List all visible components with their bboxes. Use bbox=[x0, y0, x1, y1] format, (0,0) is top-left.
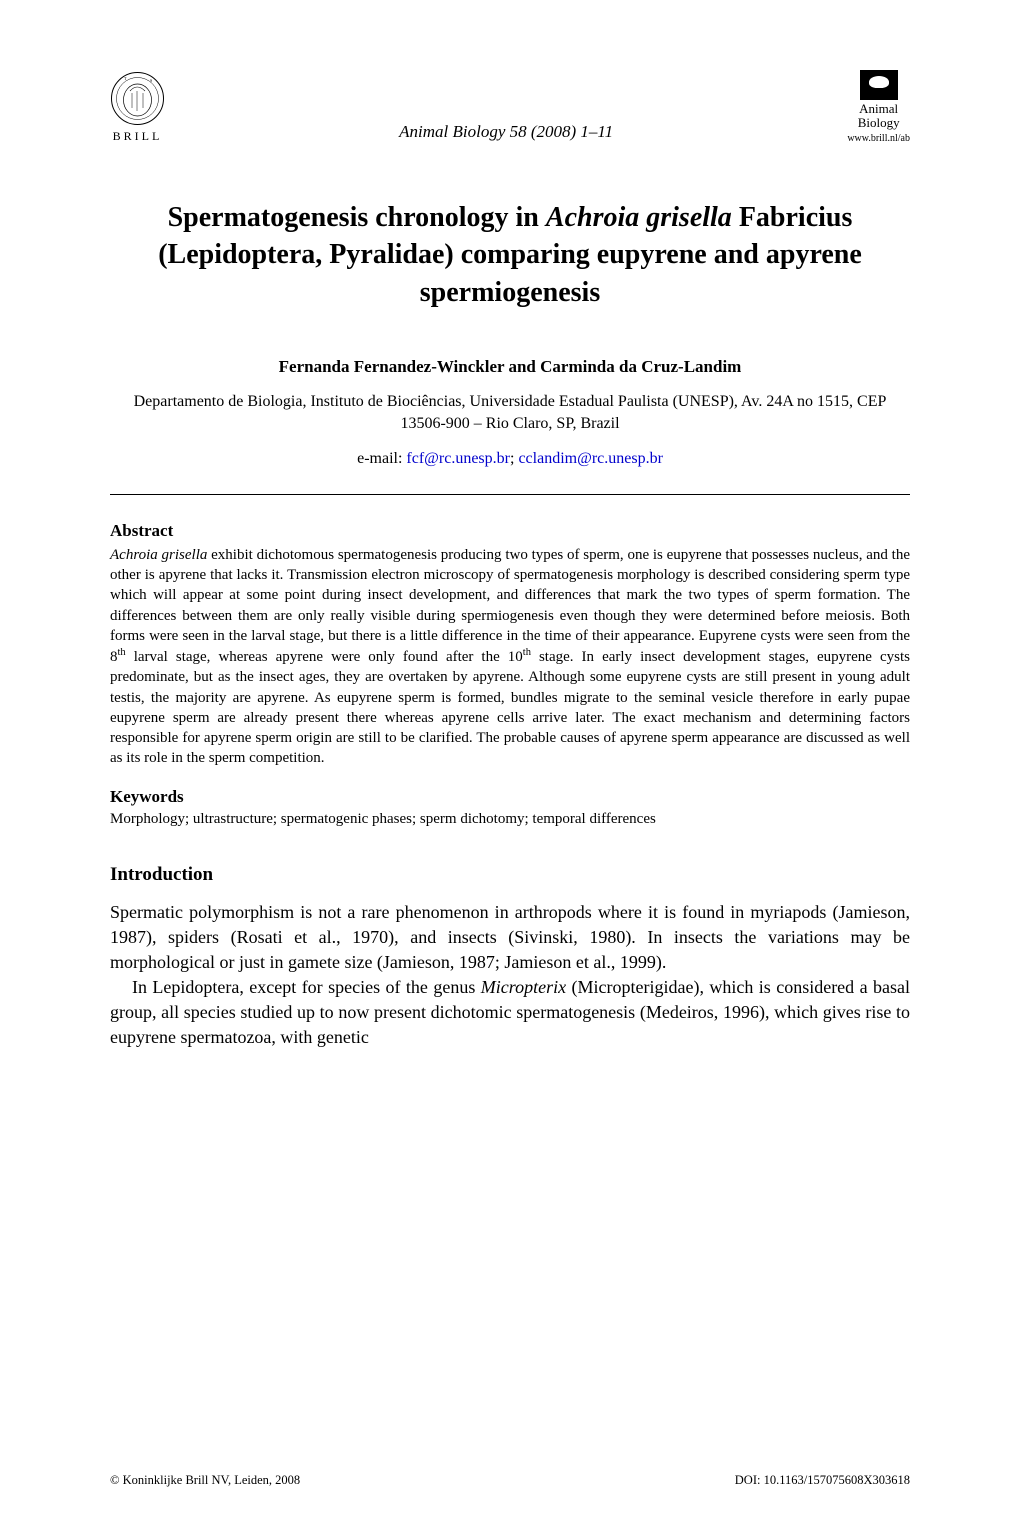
journal-citation: Animal Biology 58 (2008) 1–11 bbox=[165, 122, 847, 144]
brill-logo: T S BRILL bbox=[110, 71, 165, 144]
doi-text: DOI: 10.1163/157075608X303618 bbox=[735, 1473, 910, 1488]
animal-biology-label: Animal Biology bbox=[858, 102, 900, 131]
intro-p2-species: Micropterix bbox=[481, 977, 566, 997]
brill-publisher-text: BRILL bbox=[113, 129, 163, 144]
footer-row: © Koninklijke Brill NV, Leiden, 2008 DOI… bbox=[110, 1473, 910, 1488]
animal-biology-logo: Animal Biology www.brill.nl/ab bbox=[847, 70, 910, 144]
intro-paragraph-1: Spermatic polymorphism is not a rare phe… bbox=[110, 900, 910, 976]
introduction-heading: Introduction bbox=[110, 864, 910, 886]
animal-biology-icon bbox=[860, 70, 898, 100]
email-label: e-mail: bbox=[357, 450, 406, 467]
divider-line bbox=[110, 494, 910, 495]
email-line: e-mail: fcf@rc.unesp.br; cclandim@rc.une… bbox=[110, 450, 910, 468]
abstract-text: Achroia grisella exhibit dichotomous spe… bbox=[110, 545, 910, 769]
ab-label-line2: Biology bbox=[858, 115, 900, 130]
abstract-sup-2: th bbox=[523, 647, 531, 658]
abstract-body-2: larval stage, whereas apyrene were only … bbox=[126, 649, 523, 665]
keywords-text: Morphology; ultrastructure; spermatogeni… bbox=[110, 811, 910, 828]
abstract-body-1: exhibit dichotomous spermatogenesis prod… bbox=[110, 547, 910, 665]
copyright-text: © Koninklijke Brill NV, Leiden, 2008 bbox=[110, 1473, 300, 1488]
title-pre: Spermatogenesis chronology in bbox=[168, 202, 546, 233]
abstract-body-3: stage. In early insect development stage… bbox=[110, 649, 910, 766]
brill-seal-icon: T S bbox=[110, 71, 165, 126]
intro-paragraph-2: In Lepidoptera, except for species of th… bbox=[110, 975, 910, 1051]
svg-text:S: S bbox=[150, 78, 152, 83]
header-row: T S BRILL Animal Biology 58 (2008) 1–11 … bbox=[110, 70, 910, 144]
title-species: Achroia grisella bbox=[546, 202, 732, 233]
svg-text:T: T bbox=[124, 76, 127, 81]
introduction-body: Spermatic polymorphism is not a rare phe… bbox=[110, 900, 910, 1051]
article-title: Spermatogenesis chronology in Achroia gr… bbox=[110, 199, 910, 312]
keywords-heading: Keywords bbox=[110, 787, 910, 807]
abstract-species: Achroia grisella bbox=[110, 547, 207, 563]
ab-label-line1: Animal bbox=[859, 101, 898, 116]
email-link-2[interactable]: cclandim@rc.unesp.br bbox=[518, 450, 662, 467]
email-link-1[interactable]: fcf@rc.unesp.br bbox=[406, 450, 510, 467]
authors: Fernanda Fernandez-Winckler and Carminda… bbox=[110, 357, 910, 377]
animal-biology-url: www.brill.nl/ab bbox=[847, 133, 910, 144]
affiliation: Departamento de Biologia, Instituto de B… bbox=[110, 391, 910, 436]
abstract-heading: Abstract bbox=[110, 521, 910, 541]
abstract-sup-1: th bbox=[118, 647, 126, 658]
intro-p2-pre: In Lepidoptera, except for species of th… bbox=[132, 977, 481, 997]
